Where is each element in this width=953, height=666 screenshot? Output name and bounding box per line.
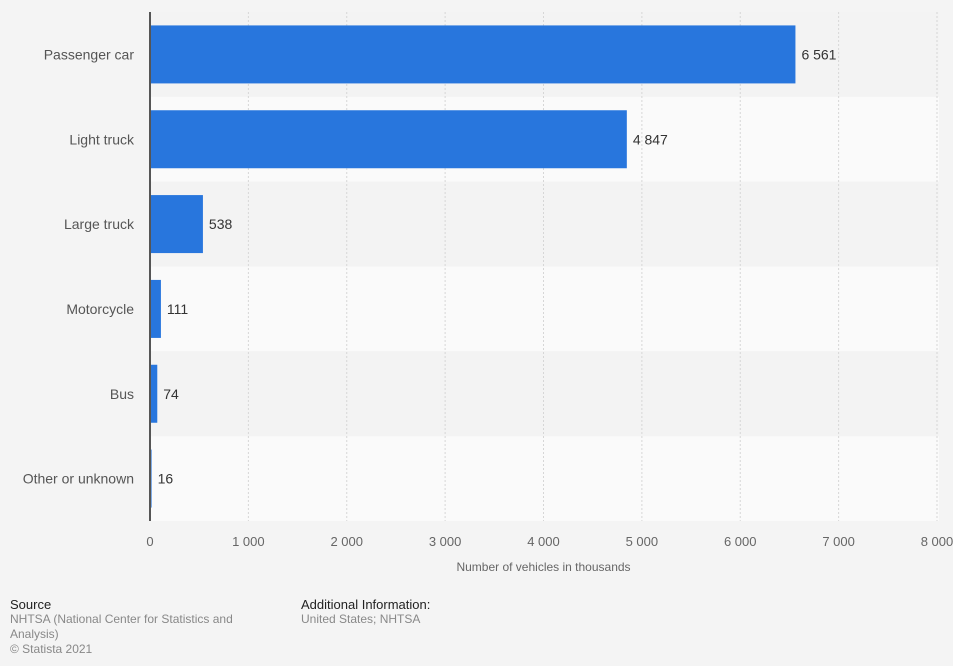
row-band (150, 436, 939, 521)
source-block: Source NHTSA (National Center for Statis… (10, 597, 233, 657)
copyright: © Statista 2021 (10, 642, 93, 656)
category-label: Bus (110, 386, 134, 402)
info-text: United States; NHTSA (301, 612, 421, 626)
info-heading: Additional Information: (301, 597, 431, 612)
bar (150, 25, 796, 84)
source-line: Analysis) (10, 627, 59, 641)
data-label: 4 847 (633, 131, 668, 147)
row-band (150, 181, 939, 267)
additional-info-block: Additional Information: United States; N… (301, 597, 430, 627)
data-label: 111 (167, 301, 188, 317)
category-label: Motorcycle (66, 301, 134, 317)
category-label: Other or unknown (23, 471, 134, 487)
x-tick-label: 6 000 (724, 534, 757, 549)
source-heading: Source (10, 597, 52, 612)
x-tick-label: 7 000 (822, 534, 855, 549)
bar (150, 195, 203, 254)
row-band (150, 351, 939, 437)
x-tick-label: 4 000 (527, 534, 560, 549)
x-tick-label: 2 000 (330, 534, 363, 549)
bar-chart: 0 1 000 2 000 3 000 4 000 5 000 6 000 7 000 8 00… (23, 12, 953, 574)
x-tick-label: 8 000 (921, 534, 953, 549)
bar (150, 364, 158, 423)
data-label: 6 561 (801, 46, 836, 62)
data-label: 74 (163, 386, 179, 402)
category-label: Light truck (69, 131, 135, 147)
category-label: Large truck (64, 216, 135, 232)
x-tick-label: 0 (146, 534, 153, 549)
category-label: Passenger car (44, 46, 135, 62)
bar (150, 279, 161, 338)
source-line: NHTSA (National Center for Statistics an… (10, 612, 233, 626)
data-label: 538 (209, 216, 233, 232)
data-label: 16 (158, 471, 174, 487)
row-band (150, 266, 939, 352)
x-tick-label: 3 000 (429, 534, 462, 549)
x-tick-label: 5 000 (626, 534, 659, 549)
x-axis-title: Number of vehicles in thousands (456, 560, 630, 574)
x-tick-label: 1 000 (232, 534, 265, 549)
bar (150, 110, 627, 169)
